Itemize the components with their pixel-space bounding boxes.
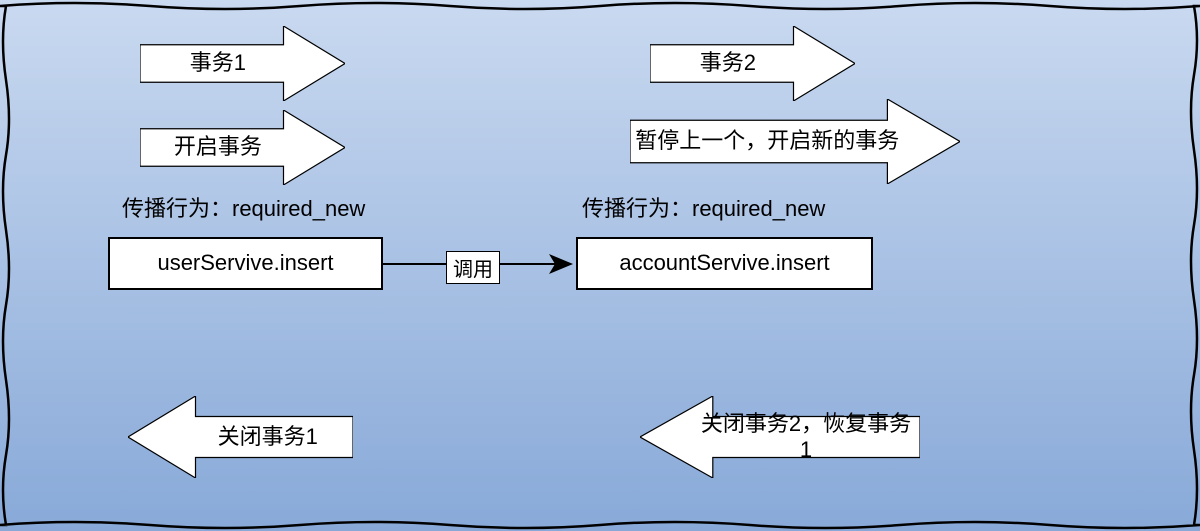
arrow-tx1: 事务1 [140, 26, 345, 101]
node-user-service: userServive.insert [108, 237, 383, 290]
node-account-service: accountServive.insert [576, 237, 873, 290]
arrow-pause: 暂停上一个，开启新的事务 [630, 99, 960, 184]
arrow-open-tx: 开启事务 [140, 110, 345, 185]
node-user-service-text: userServive.insert [157, 250, 333, 276]
arrow-close-tx1: 关闭事务1 [128, 396, 353, 478]
node-account-service-text: accountServive.insert [619, 250, 829, 276]
edge-call-label: 调用 [446, 251, 500, 284]
propagation-label-right: 传播行为：required_new [582, 195, 825, 224]
propagation-label-left: 传播行为：required_new [122, 195, 365, 224]
arrow-tx2: 事务2 [650, 26, 855, 101]
arrow-close-tx2: 关闭事务2，恢复事务1 [640, 396, 920, 478]
diagram-canvas: 事务1 开启事务 事务2 暂停上一个，开启新的事务 关闭事务1 关闭事务2，恢复… [0, 0, 1200, 531]
